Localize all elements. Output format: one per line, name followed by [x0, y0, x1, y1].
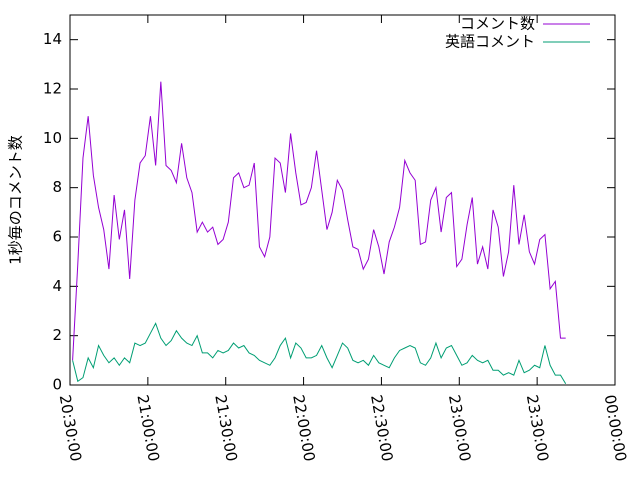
legend-label: 英語コメント: [445, 33, 535, 51]
x-tick-label: 21:30:00: [211, 393, 240, 462]
legend-label: コメント数: [460, 15, 535, 33]
x-tick-label: 23:30:00: [523, 393, 552, 462]
y-tick-label: 4: [52, 277, 62, 295]
x-tick-label: 22:00:00: [289, 393, 318, 462]
x-tick-label: 00:00:00: [601, 393, 630, 462]
series-line: [72, 322, 567, 385]
y-tick-label: 10: [43, 129, 62, 147]
y-tick-label: 6: [52, 228, 62, 246]
x-tick-label: 22:30:00: [367, 393, 396, 462]
y-tick-label: 12: [43, 80, 62, 98]
plot-frame: [69, 14, 616, 386]
y-tick-label: 8: [52, 178, 62, 196]
x-tick-label: 20:30:00: [56, 393, 85, 462]
y-axis-label: 1秒毎のコメント数: [7, 135, 25, 265]
y-tick-label: 2: [52, 326, 62, 344]
x-tick-label: 23:00:00: [445, 393, 474, 462]
x-tick-label: 21:00:00: [133, 393, 162, 462]
y-tick-label: 0: [52, 376, 62, 394]
y-tick-label: 14: [43, 30, 62, 48]
series-line: [72, 81, 566, 361]
